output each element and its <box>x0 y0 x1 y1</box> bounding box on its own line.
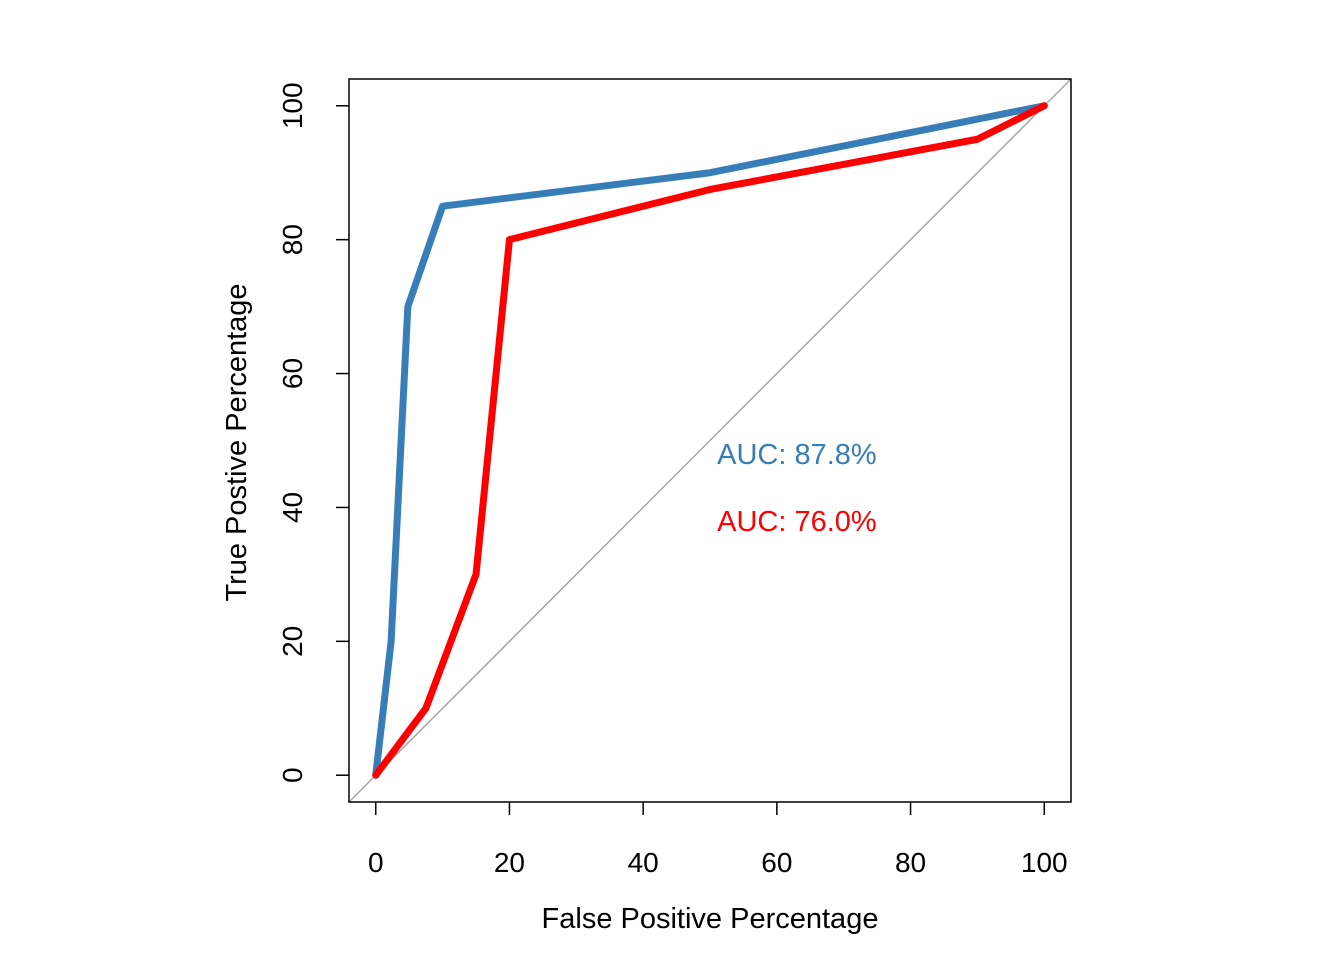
x-axis-title: False Positive Percentage <box>542 903 879 935</box>
y-tick-label: 80 <box>277 224 308 255</box>
reference-diagonal-line <box>348 78 1072 803</box>
reference-line-layer <box>348 78 1072 803</box>
x-tick-label: 0 <box>368 847 384 878</box>
x-tick-label: 60 <box>761 847 792 878</box>
x-tick-label: 20 <box>494 847 525 878</box>
x-axis: 0 20 40 60 80 100 <box>368 802 1068 878</box>
y-tick-label: 60 <box>277 358 308 389</box>
roc-series-line-2 <box>372 102 1048 779</box>
y-tick-label: 40 <box>277 492 308 523</box>
x-tick-label: 40 <box>628 847 659 878</box>
auc-annotation-1: AUC: 87.8% <box>717 439 877 471</box>
series-layer <box>372 102 1048 779</box>
plot-frame <box>348 78 1072 803</box>
y-tick-label: 20 <box>277 626 308 657</box>
x-tick-label: 100 <box>1021 847 1068 878</box>
auc-annotation-2: AUC: 76.0% <box>717 506 877 538</box>
y-axis: 0 20 40 60 80 100 <box>277 82 349 783</box>
annotation-layer: AUC: 87.8% AUC: 76.0% <box>717 439 877 538</box>
y-tick-label: 100 <box>277 82 308 129</box>
roc-series-line-1 <box>372 102 1048 779</box>
x-tick-label: 80 <box>895 847 926 878</box>
y-tick-label: 0 <box>277 767 308 783</box>
y-axis-title: True Postive Percentage <box>221 283 253 601</box>
